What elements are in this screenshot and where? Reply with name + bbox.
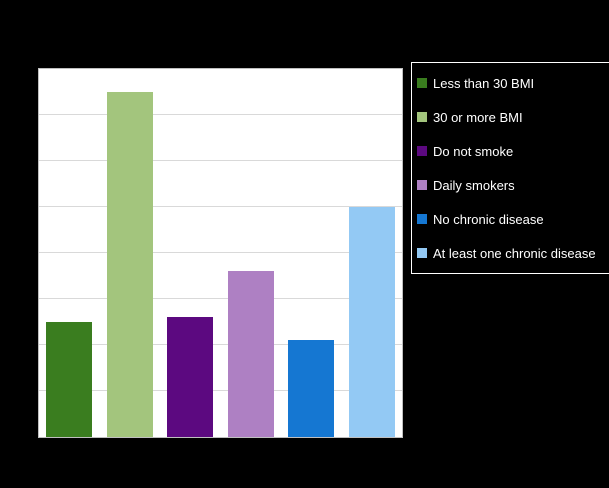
legend-label: 30 or more BMI	[433, 109, 523, 125]
legend-swatch-icon	[417, 248, 427, 258]
gridline	[39, 114, 402, 115]
gridline	[39, 160, 402, 161]
legend-item: Less than 30 BMI	[417, 66, 605, 100]
gridline	[39, 390, 402, 391]
bar-at-least-one-chronic-disease	[348, 207, 395, 437]
plot-area	[38, 68, 403, 438]
legend-swatch-icon	[417, 180, 427, 190]
bar-do-not-smoke	[167, 317, 214, 437]
gridline	[39, 206, 402, 207]
legend-label: Less than 30 BMI	[433, 75, 535, 91]
legend-item: 30 or more BMI	[417, 100, 605, 134]
bar-daily-smokers	[227, 271, 274, 437]
gridline	[39, 252, 402, 253]
legend-label: No chronic disease	[433, 211, 544, 227]
legend-label: Daily smokers	[433, 177, 515, 193]
gridline	[39, 344, 402, 345]
gridlines	[39, 69, 402, 437]
bar-less-than-30-bmi	[46, 322, 92, 437]
legend-item: No chronic disease	[417, 202, 605, 236]
bars-container	[39, 69, 402, 437]
legend-swatch-icon	[417, 112, 427, 122]
legend-swatch-icon	[417, 78, 427, 88]
legend-item: At least one chronic disease	[417, 236, 605, 270]
legend-label: At least one chronic disease	[433, 245, 596, 261]
legend: Less than 30 BMI 30 or more BMI Do not smo…	[411, 62, 609, 274]
legend-swatch-icon	[417, 214, 427, 224]
legend-swatch-icon	[417, 146, 427, 156]
legend-label: Do not smoke	[433, 143, 514, 159]
bar-no-chronic-disease	[288, 340, 335, 437]
legend-item: Daily smokers	[417, 168, 605, 202]
bar-30-or-more-bmi	[106, 92, 153, 437]
gridline	[39, 298, 402, 299]
legend-item: Do not smoke	[417, 134, 605, 168]
